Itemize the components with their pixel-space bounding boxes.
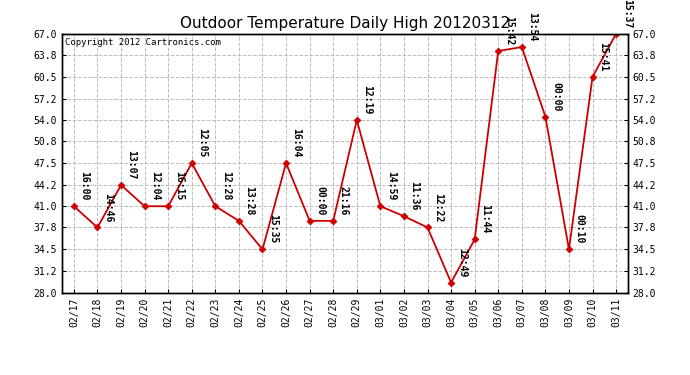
Text: 15:37: 15:37 <box>622 0 631 28</box>
Text: 14:59: 14:59 <box>386 171 396 201</box>
Text: 00:00: 00:00 <box>315 186 325 215</box>
Text: 12:19: 12:19 <box>362 85 373 114</box>
Title: Outdoor Temperature Daily High 20120312: Outdoor Temperature Daily High 20120312 <box>180 16 510 31</box>
Text: Copyright 2012 Cartronics.com: Copyright 2012 Cartronics.com <box>65 38 221 46</box>
Text: 16:00: 16:00 <box>79 171 90 201</box>
Text: 14:46: 14:46 <box>103 192 113 222</box>
Text: 00:10: 00:10 <box>575 214 584 244</box>
Text: 12:04: 12:04 <box>150 171 160 201</box>
Text: 13:07: 13:07 <box>126 150 137 180</box>
Text: 12:28: 12:28 <box>221 171 231 201</box>
Text: 13:28: 13:28 <box>244 186 255 215</box>
Text: 13:54: 13:54 <box>527 12 538 42</box>
Text: 15:41: 15:41 <box>598 42 608 71</box>
Text: 12:22: 12:22 <box>433 192 443 222</box>
Text: 11:36: 11:36 <box>409 181 420 211</box>
Text: 15:42: 15:42 <box>504 16 514 45</box>
Text: 11:44: 11:44 <box>480 204 490 234</box>
Text: 12:05: 12:05 <box>197 128 207 158</box>
Text: 16:15: 16:15 <box>174 171 184 201</box>
Text: 16:04: 16:04 <box>292 128 302 158</box>
Text: 12:49: 12:49 <box>457 248 466 277</box>
Text: 15:35: 15:35 <box>268 214 278 244</box>
Text: 00:00: 00:00 <box>551 82 561 111</box>
Text: 21:16: 21:16 <box>339 186 348 215</box>
